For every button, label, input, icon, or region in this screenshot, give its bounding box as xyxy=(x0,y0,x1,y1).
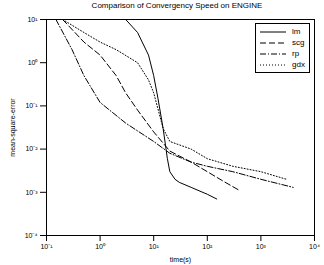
svg-text:10⁻²: 10⁻² xyxy=(25,145,38,152)
html-text:rp: rp xyxy=(292,49,300,58)
svg-text:10²: 10² xyxy=(202,243,213,250)
svg-text:10⁻⁴: 10⁻⁴ xyxy=(25,232,38,239)
html-text:scg: scg xyxy=(292,38,305,47)
svg-text:mean-square-error: mean-square-error xyxy=(9,98,17,157)
html-text:gdx: gdx xyxy=(292,60,305,69)
svg-text:10¹: 10¹ xyxy=(149,243,160,250)
svg-text:10⁴: 10⁴ xyxy=(309,243,320,250)
svg-text:10³: 10³ xyxy=(256,243,267,250)
html-text:lm: lm xyxy=(292,27,301,36)
svg-text:10⁰: 10⁰ xyxy=(95,243,106,250)
svg-text:10⁰: 10⁰ xyxy=(28,59,39,66)
svg-text:10⁻³: 10⁻³ xyxy=(25,189,38,196)
svg-text:10⁻¹: 10⁻¹ xyxy=(25,102,38,109)
svg-text:10⁻¹: 10⁻¹ xyxy=(40,243,53,250)
svg-text:time(s): time(s) xyxy=(170,256,191,264)
svg-text:10¹: 10¹ xyxy=(27,16,38,23)
html-text:Comparison of Convergency Spee: Comparison of Convergency Speed on ENGIN… xyxy=(91,1,263,10)
